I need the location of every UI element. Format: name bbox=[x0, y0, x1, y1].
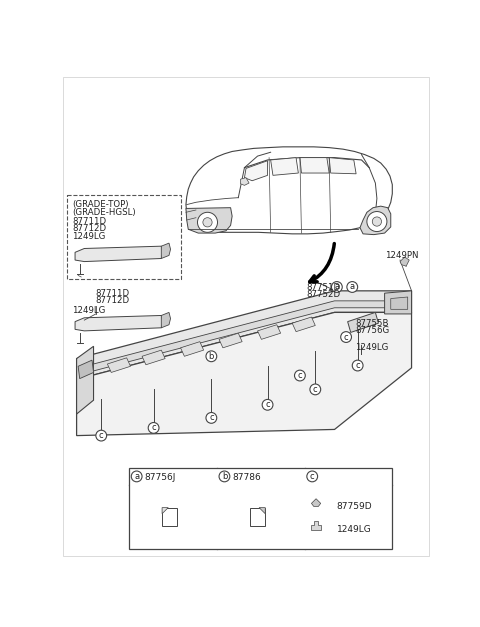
Polygon shape bbox=[219, 333, 242, 348]
Text: 1249LG: 1249LG bbox=[72, 233, 105, 241]
Circle shape bbox=[148, 423, 159, 433]
Circle shape bbox=[206, 413, 217, 423]
Polygon shape bbox=[250, 508, 265, 526]
Circle shape bbox=[96, 430, 107, 441]
Polygon shape bbox=[161, 243, 170, 258]
Polygon shape bbox=[77, 346, 94, 414]
Circle shape bbox=[219, 471, 230, 482]
Polygon shape bbox=[259, 508, 265, 514]
Polygon shape bbox=[240, 177, 249, 186]
Text: a: a bbox=[134, 472, 139, 481]
Circle shape bbox=[352, 360, 363, 371]
Circle shape bbox=[332, 282, 342, 292]
Polygon shape bbox=[162, 508, 168, 514]
Polygon shape bbox=[400, 257, 409, 266]
Text: (GRADE-TOP): (GRADE-TOP) bbox=[72, 200, 129, 209]
Text: c: c bbox=[209, 413, 214, 423]
Polygon shape bbox=[312, 498, 321, 507]
Text: 87752D: 87752D bbox=[306, 290, 340, 299]
Polygon shape bbox=[161, 312, 170, 328]
Polygon shape bbox=[244, 161, 267, 181]
Text: 1249LG: 1249LG bbox=[355, 343, 389, 352]
Polygon shape bbox=[142, 350, 165, 365]
Text: 87756G: 87756G bbox=[355, 326, 390, 335]
Circle shape bbox=[131, 471, 142, 482]
Text: 1249PN: 1249PN bbox=[384, 251, 418, 260]
Polygon shape bbox=[75, 246, 163, 261]
Text: 87755B: 87755B bbox=[355, 319, 389, 329]
Polygon shape bbox=[271, 157, 299, 176]
Polygon shape bbox=[162, 508, 178, 526]
Text: c: c bbox=[310, 472, 314, 481]
Polygon shape bbox=[180, 342, 204, 356]
Polygon shape bbox=[391, 297, 408, 309]
Text: 87751D: 87751D bbox=[306, 283, 340, 292]
Circle shape bbox=[372, 217, 382, 226]
Polygon shape bbox=[94, 301, 384, 371]
Text: 87712D: 87712D bbox=[96, 296, 130, 305]
Text: c: c bbox=[344, 332, 348, 342]
Text: 87786: 87786 bbox=[232, 473, 261, 482]
Circle shape bbox=[262, 399, 273, 410]
Text: 87759D: 87759D bbox=[337, 502, 372, 511]
Circle shape bbox=[203, 218, 212, 227]
Polygon shape bbox=[77, 312, 411, 436]
Circle shape bbox=[367, 211, 387, 231]
Text: a: a bbox=[334, 283, 339, 292]
Polygon shape bbox=[329, 157, 356, 174]
Polygon shape bbox=[300, 157, 329, 173]
Circle shape bbox=[197, 213, 217, 233]
Polygon shape bbox=[348, 312, 378, 332]
Text: c: c bbox=[99, 431, 104, 440]
Text: c: c bbox=[151, 423, 156, 433]
Polygon shape bbox=[78, 360, 94, 379]
Polygon shape bbox=[186, 208, 232, 233]
Polygon shape bbox=[292, 317, 315, 332]
Polygon shape bbox=[384, 291, 411, 314]
Polygon shape bbox=[77, 291, 411, 379]
Text: 87756J: 87756J bbox=[144, 473, 176, 482]
Text: c: c bbox=[355, 361, 360, 370]
Text: a: a bbox=[350, 283, 355, 292]
Circle shape bbox=[310, 384, 321, 395]
Polygon shape bbox=[186, 147, 392, 234]
Polygon shape bbox=[312, 521, 321, 530]
Circle shape bbox=[347, 282, 358, 292]
Text: 87712D: 87712D bbox=[72, 224, 106, 233]
Bar bbox=[129, 468, 392, 549]
Text: (GRADE-HGSL): (GRADE-HGSL) bbox=[72, 208, 136, 217]
Text: 87711D: 87711D bbox=[96, 289, 130, 298]
Polygon shape bbox=[258, 325, 281, 339]
Text: b: b bbox=[222, 472, 227, 481]
Polygon shape bbox=[108, 358, 131, 372]
Polygon shape bbox=[75, 315, 163, 331]
Text: 87711D: 87711D bbox=[72, 217, 106, 226]
Polygon shape bbox=[360, 206, 391, 234]
Circle shape bbox=[206, 351, 217, 362]
Circle shape bbox=[295, 370, 305, 381]
Bar bbox=[67, 194, 180, 279]
Text: b: b bbox=[209, 352, 214, 361]
Circle shape bbox=[307, 471, 318, 482]
Text: 1249LG: 1249LG bbox=[337, 525, 372, 534]
Circle shape bbox=[341, 332, 351, 342]
Text: c: c bbox=[313, 385, 318, 394]
Text: c: c bbox=[265, 400, 270, 409]
Text: 1249LG: 1249LG bbox=[72, 306, 105, 315]
Text: c: c bbox=[298, 371, 302, 380]
